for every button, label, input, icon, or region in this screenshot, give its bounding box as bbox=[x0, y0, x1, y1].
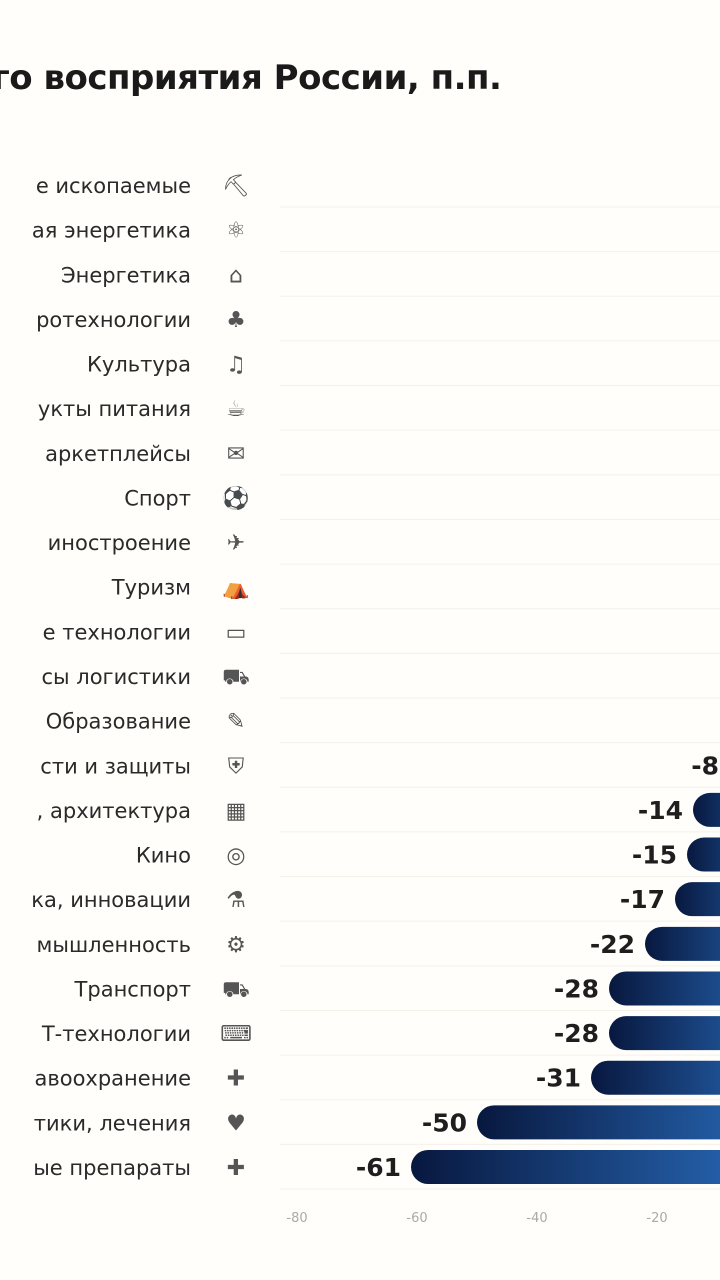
bar bbox=[477, 1105, 720, 1140]
data-label: -31 bbox=[536, 1064, 581, 1093]
category-label: Культура bbox=[87, 353, 191, 377]
culture-icon: ♫ bbox=[226, 353, 246, 378]
bar bbox=[645, 926, 720, 961]
bar bbox=[687, 837, 720, 872]
film-icon: ◎ bbox=[226, 844, 245, 869]
data-label: -22 bbox=[590, 930, 635, 959]
bar bbox=[591, 1060, 720, 1095]
architecture-icon: ▦ bbox=[226, 799, 247, 824]
x-tick-label: -60 bbox=[406, 1211, 427, 1226]
transport-icon: ⛟ bbox=[222, 977, 250, 1002]
agro-icon: ♣ bbox=[226, 308, 246, 333]
category-label: ротехнологии bbox=[36, 308, 191, 332]
industry-icon: ⚙ bbox=[226, 933, 246, 958]
category-label: е ископаемые bbox=[36, 174, 191, 198]
rocket-icon: ✈ bbox=[227, 531, 245, 556]
category-label: тики, лечения bbox=[34, 1111, 191, 1135]
x-tick-label: -20 bbox=[646, 1211, 667, 1226]
bar bbox=[693, 792, 720, 827]
data-label: -61 bbox=[356, 1153, 401, 1182]
category-label: укты питания bbox=[38, 397, 191, 421]
category-label: Энергетика bbox=[61, 263, 191, 287]
data-label: -15 bbox=[632, 841, 677, 870]
x-tick-label: -80 bbox=[286, 1211, 307, 1226]
category-label: мышленность bbox=[37, 933, 191, 957]
logistics-icon: ⛟ bbox=[222, 665, 250, 690]
bar bbox=[411, 1150, 720, 1184]
science-icon: ⚗ bbox=[226, 888, 246, 913]
data-label: -8 bbox=[691, 751, 719, 780]
bar bbox=[609, 971, 720, 1006]
data-label: -14 bbox=[638, 796, 683, 825]
security-icon: ⛨ bbox=[228, 754, 245, 779]
food-icon: ☕ bbox=[226, 397, 246, 422]
bar bbox=[609, 1016, 720, 1051]
data-label: -17 bbox=[620, 885, 665, 914]
education-icon: ✎ bbox=[227, 710, 245, 735]
category-label: Туризм bbox=[111, 576, 191, 600]
sport-icon: ⚽ bbox=[221, 485, 249, 511]
data-label: -28 bbox=[554, 1019, 599, 1048]
marketplace-icon: ✉ bbox=[227, 442, 245, 467]
power-plant-icon: ⌂ bbox=[229, 263, 243, 288]
category-label: сы логистики bbox=[41, 665, 191, 689]
category-label: е технологии bbox=[43, 620, 191, 644]
category-label: Т-технологии bbox=[41, 1022, 191, 1046]
category-label: Образование bbox=[46, 710, 191, 734]
it-icon: ⌨ bbox=[220, 1022, 252, 1047]
tourism-icon: ⛺ bbox=[222, 576, 249, 601]
category-label: сти и защиты bbox=[40, 754, 191, 778]
category-label: , архитектура bbox=[37, 799, 191, 823]
healthcare-icon: ✚ bbox=[227, 1067, 245, 1092]
category-label: Транспорт bbox=[74, 977, 191, 1001]
category-label: ая энергетика bbox=[32, 219, 191, 243]
data-label: -28 bbox=[554, 974, 599, 1003]
tech-icon: ▭ bbox=[226, 620, 247, 645]
category-label: ые препараты bbox=[33, 1156, 191, 1180]
category-label: Спорт bbox=[124, 486, 191, 510]
category-label: ка, инновации bbox=[31, 888, 191, 912]
category-label: авоохранение bbox=[34, 1067, 191, 1091]
atom-icon: ⚛ bbox=[226, 219, 246, 244]
diagnostics-icon: ♥ bbox=[226, 1111, 246, 1136]
category-label: иностроение bbox=[48, 531, 191, 555]
bar bbox=[675, 882, 720, 917]
category-label: Кино bbox=[136, 844, 191, 868]
data-label: -50 bbox=[422, 1108, 467, 1137]
chart-title: го восприятия России, п.п. bbox=[0, 58, 502, 98]
medicine-icon: ✚ bbox=[227, 1156, 245, 1181]
x-tick-label: -40 bbox=[526, 1211, 547, 1226]
mining-icon: ⛏ bbox=[222, 174, 250, 199]
category-label: аркетплейсы bbox=[45, 442, 191, 466]
